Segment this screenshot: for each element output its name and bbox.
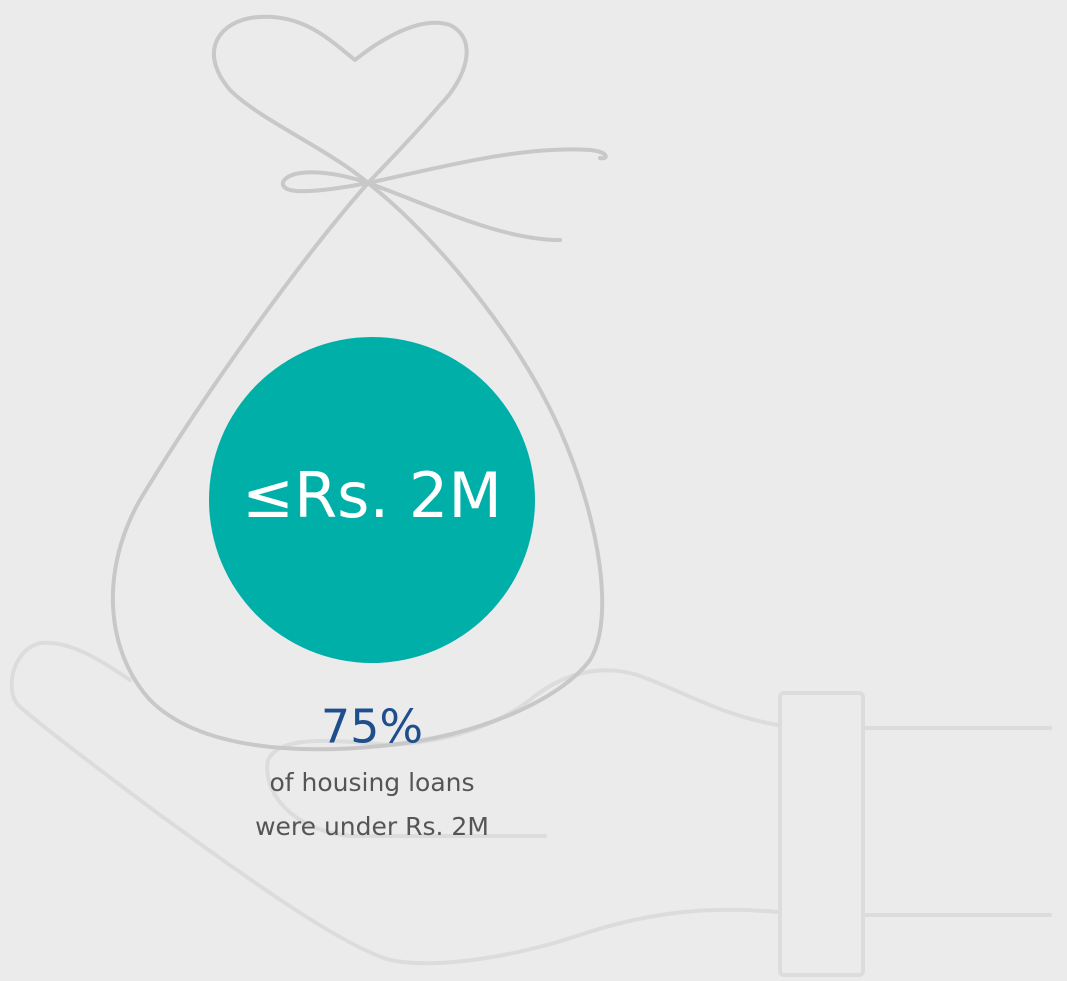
infographic: ≤Rs. 2M 75% of housing loans were under …: [0, 0, 1067, 981]
badge-label: ≤Rs. 2M: [242, 459, 502, 532]
stat-value: 75%: [321, 700, 423, 754]
stat-caption: were under Rs. 2M: [255, 812, 489, 841]
stat-caption: of housing loans: [269, 768, 474, 797]
